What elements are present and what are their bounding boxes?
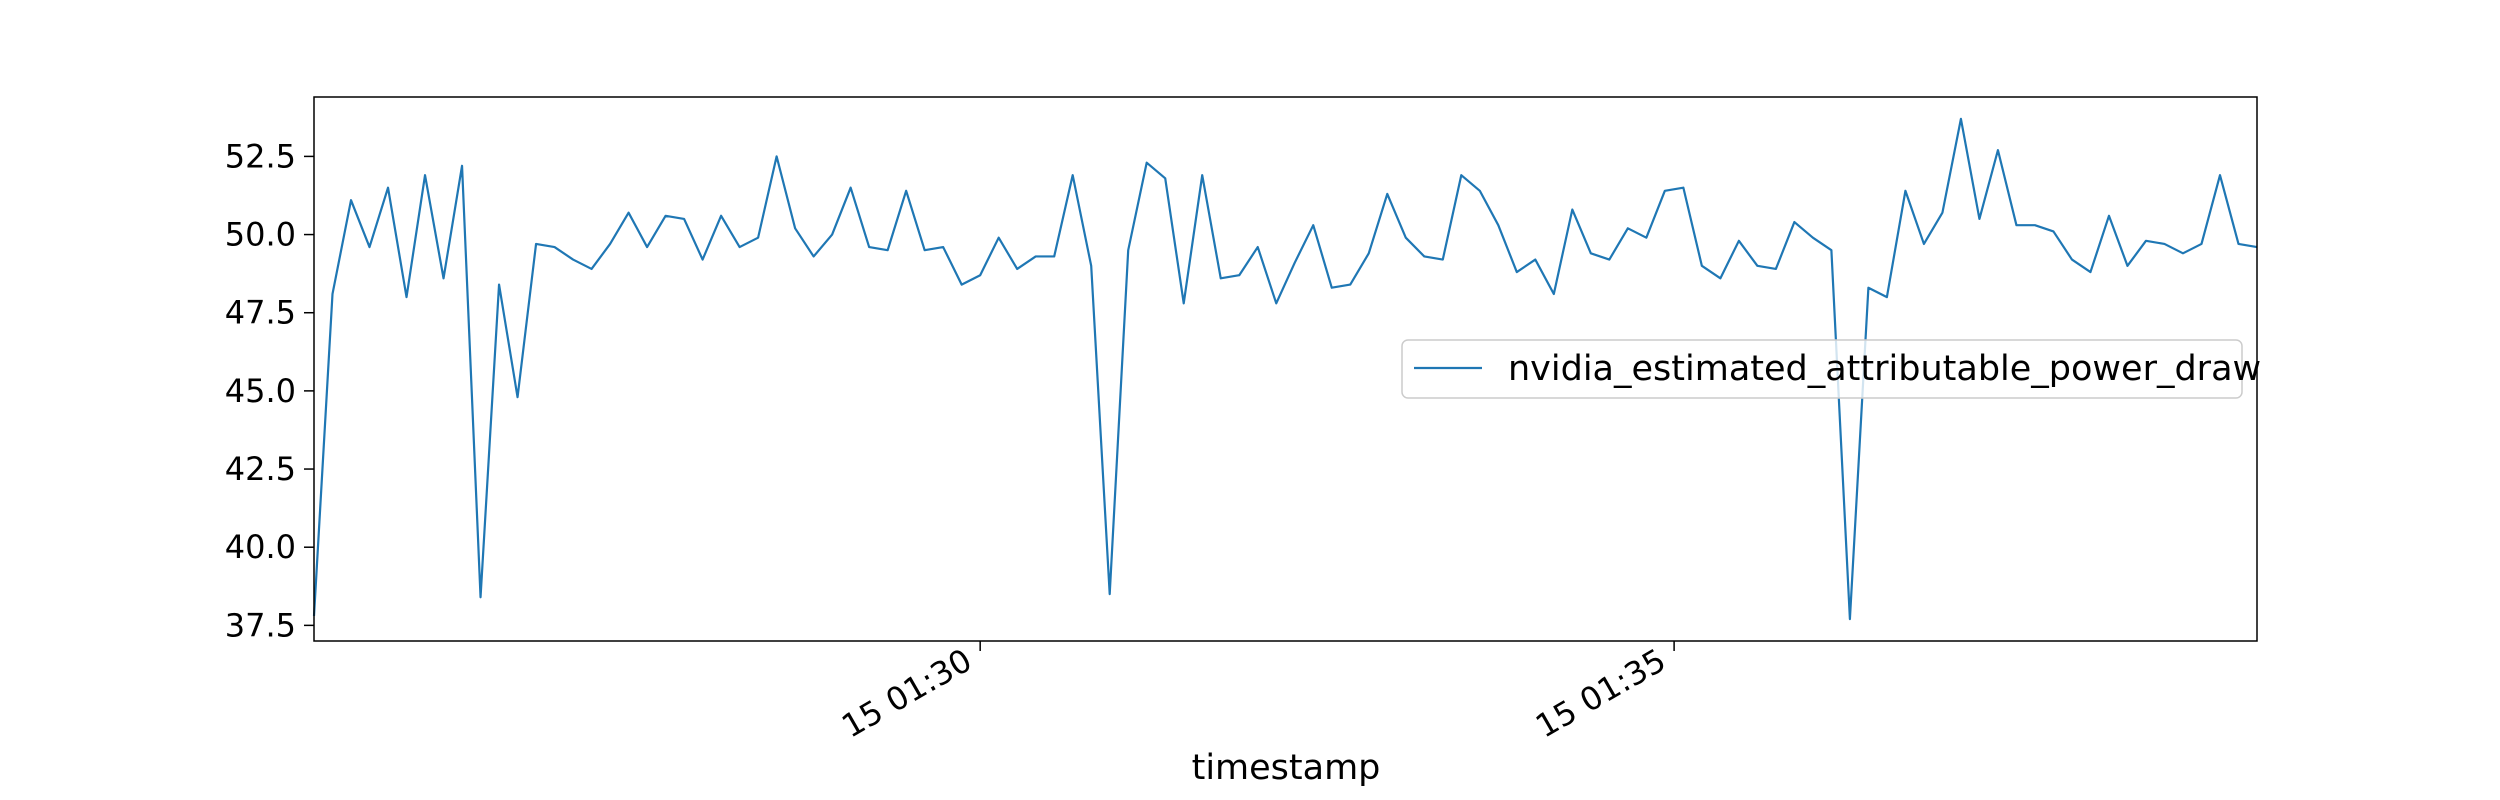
y-tick-label: 52.5 bbox=[225, 137, 296, 175]
y-tick-label: 37.5 bbox=[225, 606, 296, 644]
x-tick-label: 15 01:30 bbox=[835, 641, 978, 745]
x-axis: 15 01:30 15 01:35 bbox=[835, 641, 1675, 745]
plot-frame bbox=[313, 96, 2258, 642]
series-line bbox=[312, 117, 2258, 621]
y-tick-label: 47.5 bbox=[225, 294, 296, 332]
y-axis: 37.5 40.0 42.5 45.0 47.5 50.0 52.5 bbox=[225, 137, 314, 644]
y-tick-label: 50.0 bbox=[225, 216, 296, 254]
y-tick-label: 40.0 bbox=[225, 528, 296, 566]
x-tick-label: 15 01:35 bbox=[1529, 641, 1672, 745]
legend: nvidia_estimated_attributable_power_draw bbox=[1401, 339, 2261, 399]
x-axis-label: timestamp bbox=[1192, 748, 1381, 788]
y-tick-label: 45.0 bbox=[225, 372, 296, 410]
legend-box bbox=[1401, 339, 2243, 399]
legend-label: nvidia_estimated_attributable_power_draw bbox=[1508, 349, 2261, 389]
y-tick-label: 42.5 bbox=[225, 450, 296, 488]
plot-area bbox=[312, 117, 2258, 621]
